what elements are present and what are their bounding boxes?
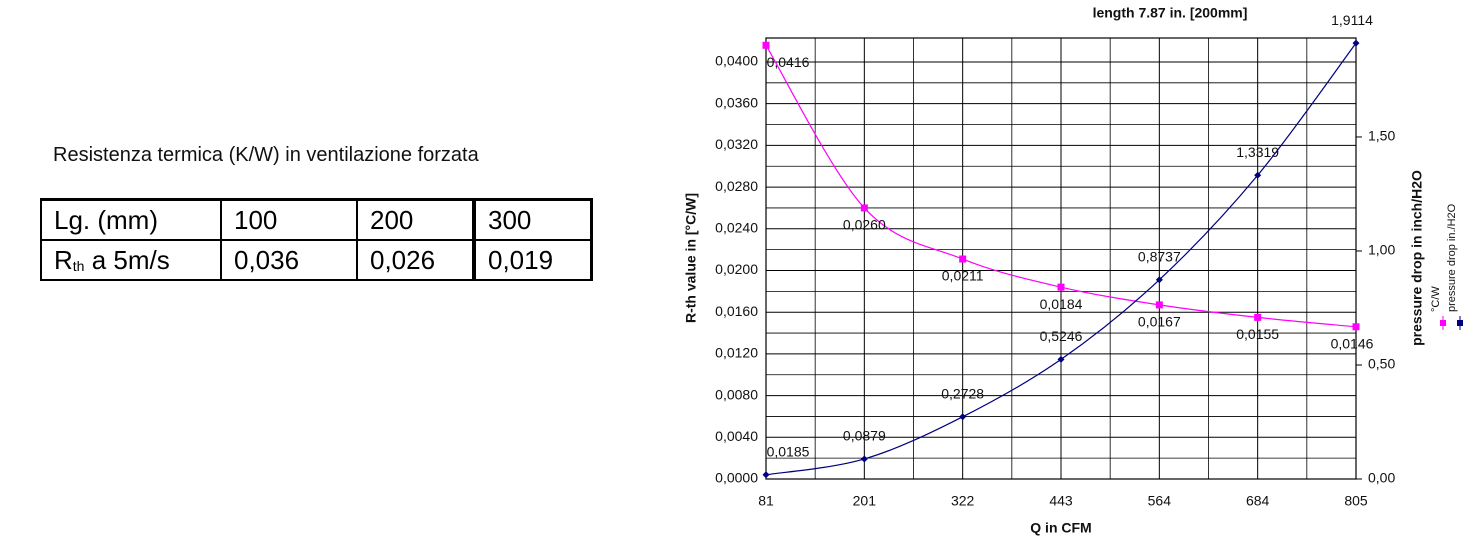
y-tick-label: 0,0160 [715,303,758,319]
data-label: 1,9114 [1331,12,1373,28]
legend-marker [1457,320,1463,326]
marker [860,204,868,212]
marker [762,41,770,49]
cell: 0,036 [220,239,358,281]
x-axis-label: Q in CFM [1030,520,1091,536]
plot-frame [765,37,1357,480]
marker [1155,301,1163,309]
cell: 300 [472,198,593,241]
x-tick-label: 684 [1246,493,1270,509]
data-label: 0,0416 [767,54,810,70]
marker [1254,171,1262,179]
marker [762,471,770,479]
x-tick-label: 443 [1049,493,1073,509]
legend-marker [1440,320,1446,326]
table: Lg. (mm) 100 200 300 Rth a 5m/s 0,036 0,… [40,198,593,281]
y2-axis-label: pressure drop in inch/H2O [1409,170,1425,346]
marker [1352,39,1360,47]
y-tick-label: 0,0360 [715,94,758,110]
table-row: Rth a 5m/s 0,036 0,026 0,019 [40,239,593,281]
y-tick-label: 0,0080 [715,386,758,402]
marker [1352,323,1360,331]
chart-title: length 7.87 in. [200mm] [1093,5,1248,21]
y-tick-label: 0,0000 [715,470,758,486]
y-tick-label: 0,0400 [715,53,758,69]
table-caption: Resistenza termica (K/W) in ventilazione… [53,144,479,166]
y-tick-label: 0,0120 [715,345,758,361]
y2-tick-label: 1,50 [1368,128,1395,144]
cell: 0,026 [356,239,475,281]
y2-tick-label: 0,00 [1368,470,1395,486]
cell: 100 [220,198,358,241]
x-tick-label: 81 [758,493,774,509]
marker [1254,313,1262,321]
data-label: 0,8737 [1138,248,1181,264]
y2-tick-label: 1,00 [1368,242,1395,258]
data-label: 0,0185 [767,443,810,459]
marker [1057,283,1065,291]
text: R [54,244,73,275]
y-axis-label: R-th value in [°C/W] [683,193,699,323]
data-label: 0,5246 [1040,328,1083,344]
subscript: th [72,257,85,274]
y-tick-label: 0,0200 [715,261,758,277]
cell: Rth a 5m/s [40,239,222,281]
x-tick-label: 322 [951,493,975,509]
marker [860,455,868,463]
data-label: 1,3319 [1236,144,1279,160]
y-tick-label: 0,0280 [715,178,758,194]
y-tick-label: 0,0240 [715,219,758,235]
marker [1057,355,1065,363]
y-tick-label: 0,0320 [715,136,758,152]
data-label: 0,0155 [1236,326,1279,342]
y-tick-label: 0,0040 [715,428,758,444]
cell: Lg. (mm) [40,198,222,241]
data-label: 0,0260 [843,217,886,233]
data-label: 0,0184 [1040,296,1083,312]
marker [959,413,967,421]
data-label: 0,2728 [941,385,984,401]
x-tick-label: 201 [853,493,877,509]
legend-label: °C/W [1430,286,1442,312]
data-label: 0,0211 [942,268,984,284]
cell: 0,019 [472,239,593,281]
cell: 200 [356,198,475,241]
data-label: 0,0146 [1331,335,1374,351]
legend: °C/W pressure drop in./H2O [1430,203,1463,330]
marker [959,255,967,263]
text: a 5m/s [84,244,170,275]
y2-tick-label: 0,50 [1368,356,1395,372]
data-label: 0,0879 [843,428,886,444]
data-label: 0,0167 [1138,314,1181,330]
x-tick-label: 805 [1344,493,1368,509]
marker [1155,276,1163,284]
table-header: Lg. (mm) 100 200 300 [40,198,593,241]
x-tick-label: 564 [1148,493,1172,509]
legend-label: pressure drop in./H2O [1446,203,1458,312]
